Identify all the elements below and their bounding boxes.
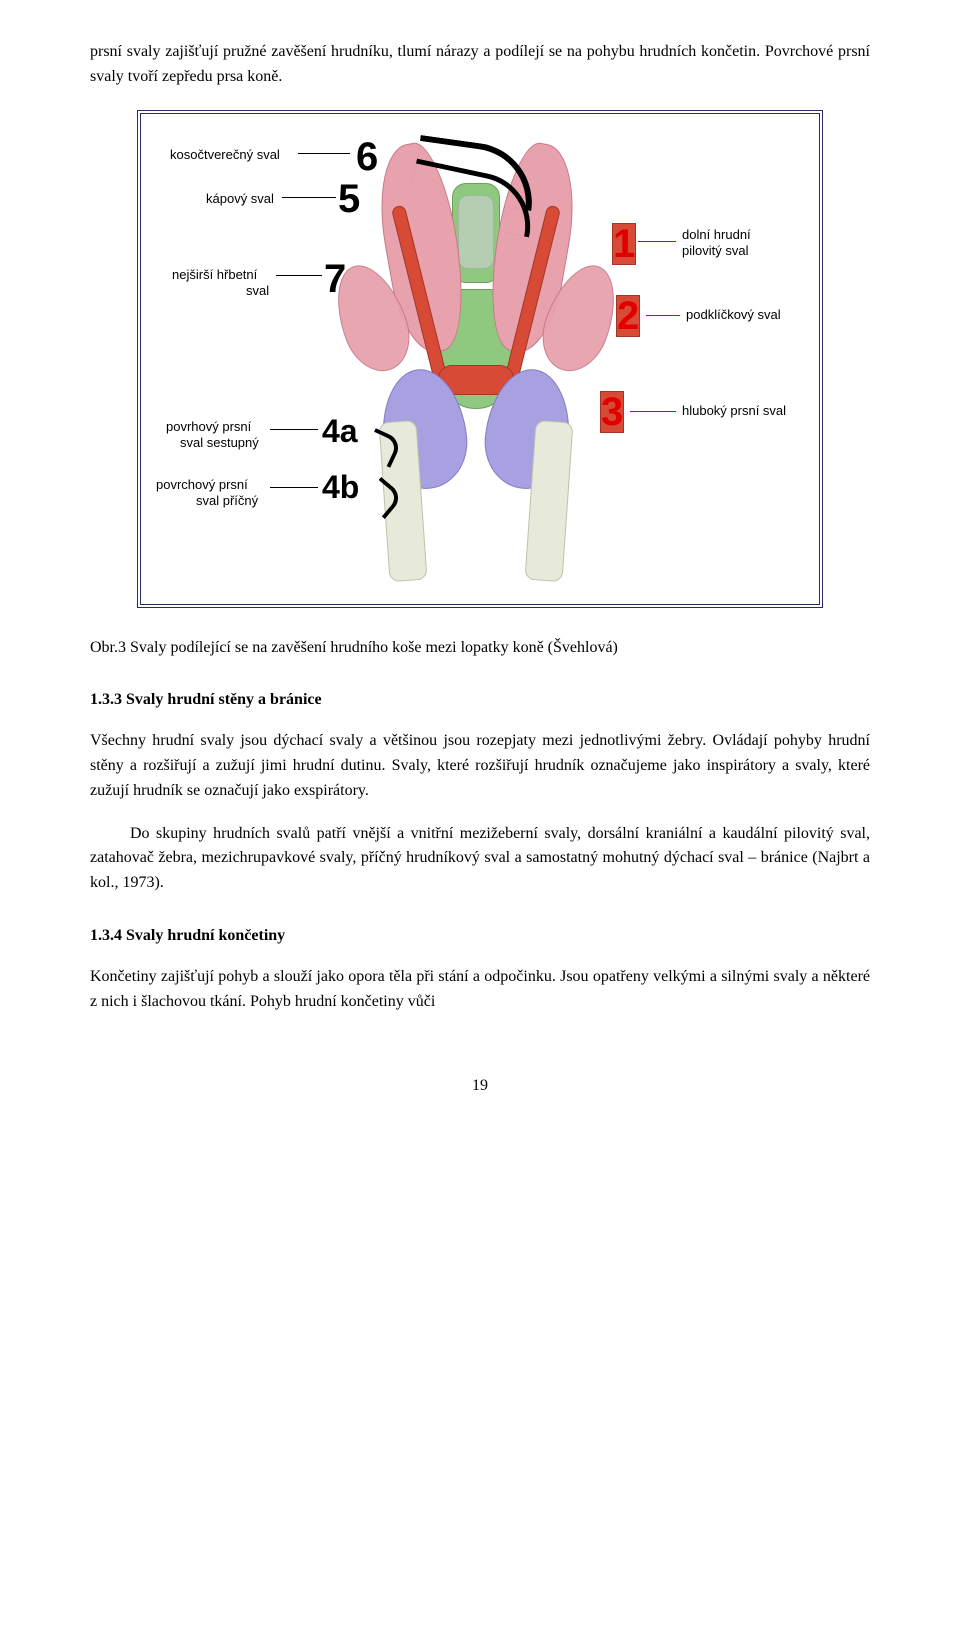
- label-3: hluboký prsní sval: [682, 403, 786, 419]
- anatomy-diagram: [346, 133, 606, 583]
- label-1-line1: dolní hrudní: [682, 227, 751, 243]
- label-4a-line2: sval sestupný: [180, 435, 259, 451]
- leader-4b: [270, 487, 318, 488]
- figure-frame: kosočtverečný sval 6 kápový sval 5 nejši…: [137, 110, 823, 608]
- figure-canvas: kosočtverečný sval 6 kápový sval 5 nejši…: [146, 119, 814, 599]
- figure-caption: Obr.3 Svaly podílející se na zavěšení hr…: [90, 636, 870, 661]
- label-kosoctverecny: kosočtverečný sval: [170, 147, 280, 163]
- leader-3: [630, 411, 676, 412]
- label-kapovy: kápový sval: [206, 191, 274, 207]
- label-nejsirsi-line2: sval: [246, 283, 269, 299]
- page-number: 19: [90, 1074, 870, 1099]
- label-2: podklíčkový sval: [686, 307, 781, 323]
- p-1-3-3-a: Všechny hrudní svaly jsou dýchací svaly …: [90, 729, 870, 803]
- leader-7: [276, 275, 322, 276]
- intro-paragraph: prsní svaly zajišťují pružné zavěšení hr…: [90, 40, 870, 90]
- leader-2: [646, 315, 680, 316]
- label-1-line2: pilovitý sval: [682, 243, 748, 259]
- leader-5: [282, 197, 336, 198]
- p-1-3-3-b: Do skupiny hrudních svalů patří vnější a…: [90, 822, 870, 896]
- label-4b-line1: povrchový prsní: [156, 477, 248, 493]
- label-nejsirsi-line1: nejširší hřbetní: [172, 267, 257, 283]
- leader-1: [638, 241, 676, 242]
- p-1-3-4-a: Končetiny zajišťují pohyb a slouží jako …: [90, 965, 870, 1015]
- heading-1-3-3: 1.3.3 Svaly hrudní stěny a bránice: [90, 688, 870, 713]
- leader-4a: [270, 429, 318, 430]
- leader-6: [298, 153, 350, 154]
- num-1: 1: [612, 223, 636, 265]
- num-2: 2: [616, 295, 640, 337]
- heading-1-3-4: 1.3.4 Svaly hrudní končetiny: [90, 924, 870, 949]
- label-4b-line2: sval příčný: [196, 493, 258, 509]
- figure-3: kosočtverečný sval 6 kápový sval 5 nejši…: [137, 110, 823, 608]
- label-4a-line1: povrhový prsní: [166, 419, 251, 435]
